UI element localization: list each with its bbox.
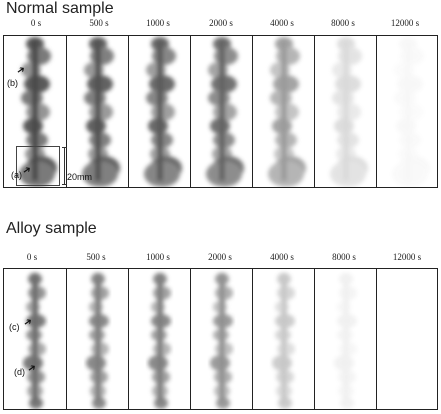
alloy-time-2: 1000 s xyxy=(146,252,170,262)
image-panel xyxy=(314,36,376,187)
alloy-image-strip xyxy=(3,268,438,410)
alloy-time-6: 12000 s xyxy=(392,252,422,262)
image-panel xyxy=(4,36,66,187)
specimen-stem xyxy=(219,40,225,181)
normal-time-5: 8000 s xyxy=(331,18,355,28)
alloy-time-5: 8000 s xyxy=(332,252,356,262)
image-panel xyxy=(252,269,314,409)
specimen-image xyxy=(206,37,244,187)
specimen-image xyxy=(330,37,368,187)
alloy-time-0: 0 s xyxy=(26,252,38,262)
image-panel xyxy=(376,269,438,409)
image-panel xyxy=(4,269,66,409)
specimen-stem xyxy=(95,40,101,181)
specimen-stem xyxy=(32,273,38,403)
annotation-b: (b) xyxy=(7,78,18,88)
normal-time-0: 0 s xyxy=(30,18,42,28)
specimen-stem xyxy=(405,40,411,181)
image-panel xyxy=(190,36,252,187)
normal-time-4: 4000 s xyxy=(270,18,294,28)
specimen-image xyxy=(334,273,357,409)
region-box-a xyxy=(16,146,60,186)
image-panel xyxy=(66,36,128,187)
specimen-image xyxy=(268,37,306,187)
image-panel xyxy=(128,36,190,187)
specimen-image xyxy=(210,273,233,409)
specimen-stem xyxy=(95,273,101,403)
specimen-image xyxy=(144,37,182,187)
normal-sample-title: Normal sample xyxy=(6,0,114,17)
specimen-stem xyxy=(281,40,287,181)
normal-time-3: 2000 s xyxy=(209,18,233,28)
alloy-sample-title: Alloy sample xyxy=(6,220,97,237)
scale-label: 20mm xyxy=(67,172,93,182)
annotation-c: (c) xyxy=(9,322,20,332)
image-panel xyxy=(252,36,314,187)
alloy-time-4: 4000 s xyxy=(270,252,294,262)
specimen-image xyxy=(148,273,171,409)
specimen-stem xyxy=(281,273,287,403)
image-panel xyxy=(190,269,252,409)
scale-bar xyxy=(62,147,67,185)
specimen-image xyxy=(82,37,120,187)
specimen-stem xyxy=(157,40,163,181)
specimen-image xyxy=(19,37,57,187)
image-panel xyxy=(314,269,376,409)
specimen-stem xyxy=(32,40,38,181)
alloy-time-3: 2000 s xyxy=(208,252,232,262)
specimen-stem xyxy=(343,40,349,181)
specimen-stem xyxy=(219,273,225,403)
image-panel xyxy=(128,269,190,409)
annotation-d: (d) xyxy=(14,367,25,377)
specimen-image xyxy=(23,273,46,409)
alloy-time-1: 500 s xyxy=(86,252,106,262)
specimen-image xyxy=(392,37,430,187)
normal-time-2: 1000 s xyxy=(146,18,170,28)
specimen-image xyxy=(272,273,295,409)
specimen-image xyxy=(86,273,109,409)
normal-time-1: 500 s xyxy=(89,18,109,28)
normal-time-6: 12000 s xyxy=(390,18,420,28)
specimen-stem xyxy=(405,273,411,403)
normal-image-strip xyxy=(3,35,438,188)
image-panel xyxy=(376,36,437,187)
annotation-a: (a) xyxy=(11,170,22,180)
image-panel xyxy=(66,269,128,409)
specimen-stem xyxy=(157,273,163,403)
specimen-stem xyxy=(343,273,349,403)
specimen-image xyxy=(377,269,438,409)
